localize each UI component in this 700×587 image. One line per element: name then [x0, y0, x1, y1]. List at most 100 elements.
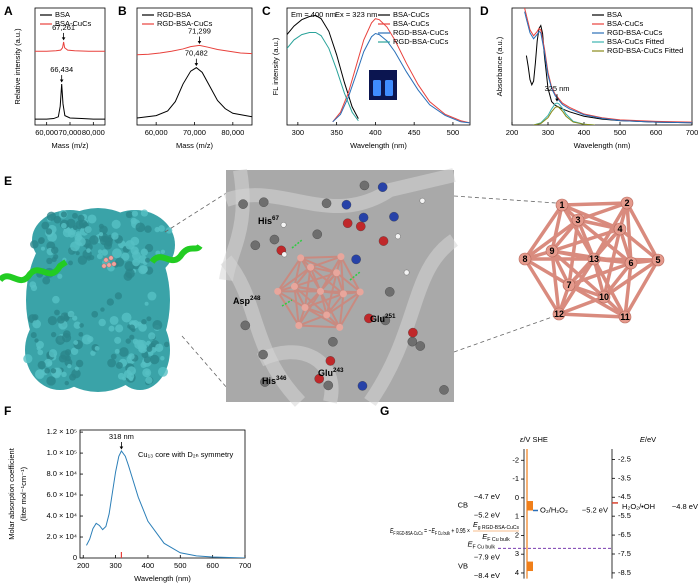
protein-texture — [126, 366, 137, 376]
axis-title: E/eV — [640, 435, 656, 444]
protein-texture — [67, 310, 75, 318]
md-atom — [358, 212, 369, 223]
x-axis-label: Wavelength (nm) — [134, 574, 191, 583]
zoom-connector — [453, 195, 557, 204]
protein-texture — [125, 240, 135, 250]
h-bond — [281, 299, 293, 307]
protein-texture — [149, 354, 160, 365]
protein-texture — [158, 225, 165, 232]
md-atom — [415, 341, 426, 351]
protein-texture — [129, 334, 135, 340]
h-bond — [291, 239, 303, 249]
protein-ribbon — [364, 234, 459, 406]
cluster-bond — [550, 249, 606, 299]
protein-texture — [30, 284, 38, 292]
md-atom — [408, 327, 418, 338]
residue-label-part: Glu — [318, 368, 333, 378]
cluster-bond — [625, 201, 660, 262]
data-line — [35, 41, 105, 52]
energy-band — [527, 501, 533, 511]
protein-texture — [62, 330, 71, 338]
peak-label: 70,482 — [185, 49, 208, 58]
peak-arrowhead — [194, 63, 199, 67]
protein-texture — [108, 325, 115, 332]
zoom-connector — [164, 191, 229, 233]
cluster-atom — [545, 244, 559, 258]
protein-texture — [77, 255, 88, 265]
md-bond — [335, 272, 345, 295]
h-bond — [349, 271, 361, 281]
protein-texture — [145, 257, 151, 263]
md-bond — [325, 293, 345, 316]
protein-texture — [138, 265, 148, 275]
cluster-atom — [618, 310, 632, 324]
cluster-atom — [571, 213, 585, 227]
axis-title-part: ε — [520, 435, 524, 444]
atom-label: 7 — [566, 280, 571, 290]
protein-texture — [135, 222, 146, 233]
cluster-atom — [552, 307, 566, 321]
md-cu-atom — [295, 321, 303, 329]
protein-texture — [44, 367, 51, 374]
cluster-bond — [550, 218, 580, 253]
md-bond — [276, 257, 302, 292]
md-bond — [293, 286, 300, 326]
md-cu-atom — [337, 253, 345, 261]
protein-texture — [74, 366, 79, 371]
protein-texture — [98, 223, 104, 229]
md-atom — [269, 234, 280, 245]
left-tick-label: 2 — [515, 530, 519, 539]
protein-texture — [152, 320, 163, 330]
residue-label: Glu243 — [318, 367, 344, 378]
protein-texture — [141, 318, 147, 325]
right-tick-label: -8.5 — [618, 568, 631, 577]
atom-label: 2 — [624, 198, 629, 208]
md-bond — [335, 272, 361, 293]
protein-texture — [45, 228, 53, 235]
md-bond — [340, 256, 362, 293]
peak-label: 71,299 — [188, 26, 211, 35]
helix-ribbon — [149, 243, 203, 265]
legend-label: BSA — [55, 10, 70, 19]
md-bond — [277, 290, 306, 309]
cluster-atom — [555, 198, 569, 212]
cluster-atom — [518, 252, 532, 266]
md-bond — [319, 290, 341, 328]
cluster-bond — [557, 312, 627, 319]
protein-texture — [51, 256, 57, 263]
md-bond — [297, 290, 322, 327]
band-level-label: −5.2 eV — [474, 510, 500, 519]
md-cu-atom — [323, 311, 331, 319]
protein-texture — [146, 346, 153, 352]
plot-frame — [511, 7, 693, 126]
protein-texture — [111, 232, 119, 240]
md-bond — [326, 291, 361, 316]
cluster-bond — [550, 203, 564, 253]
data-line — [287, 31, 359, 122]
protein-texture — [111, 219, 121, 229]
protein-texture — [109, 315, 119, 325]
x-tick-label: 500 — [447, 128, 460, 137]
legend-label: RGD-BSA-CuCs — [157, 19, 213, 28]
right-tick-label: -6.5 — [618, 530, 631, 539]
cluster-mini — [111, 261, 117, 267]
left-tick-label: 0 — [515, 493, 519, 502]
cluster-bond — [625, 201, 633, 265]
protein-texture — [76, 237, 86, 247]
protein-texture — [138, 255, 147, 264]
md-atom — [359, 180, 370, 191]
md-bond — [319, 272, 338, 293]
equation: EF RGD-BSA-CuCs = −EF Cu bulk + 0.95 × — [390, 526, 470, 537]
md-bond — [293, 266, 312, 288]
panel-letter: C — [262, 4, 271, 18]
cluster-atom — [562, 278, 576, 292]
protein-texture — [73, 340, 79, 345]
protein-texture — [144, 225, 152, 233]
band-level-label: −4.7 eV — [474, 492, 500, 501]
md-atom — [258, 349, 268, 360]
protein-texture — [140, 361, 147, 369]
protein-texture — [94, 345, 100, 351]
md-atom — [321, 198, 332, 209]
protein-texture — [87, 214, 97, 224]
atom-label: 12 — [554, 309, 564, 319]
